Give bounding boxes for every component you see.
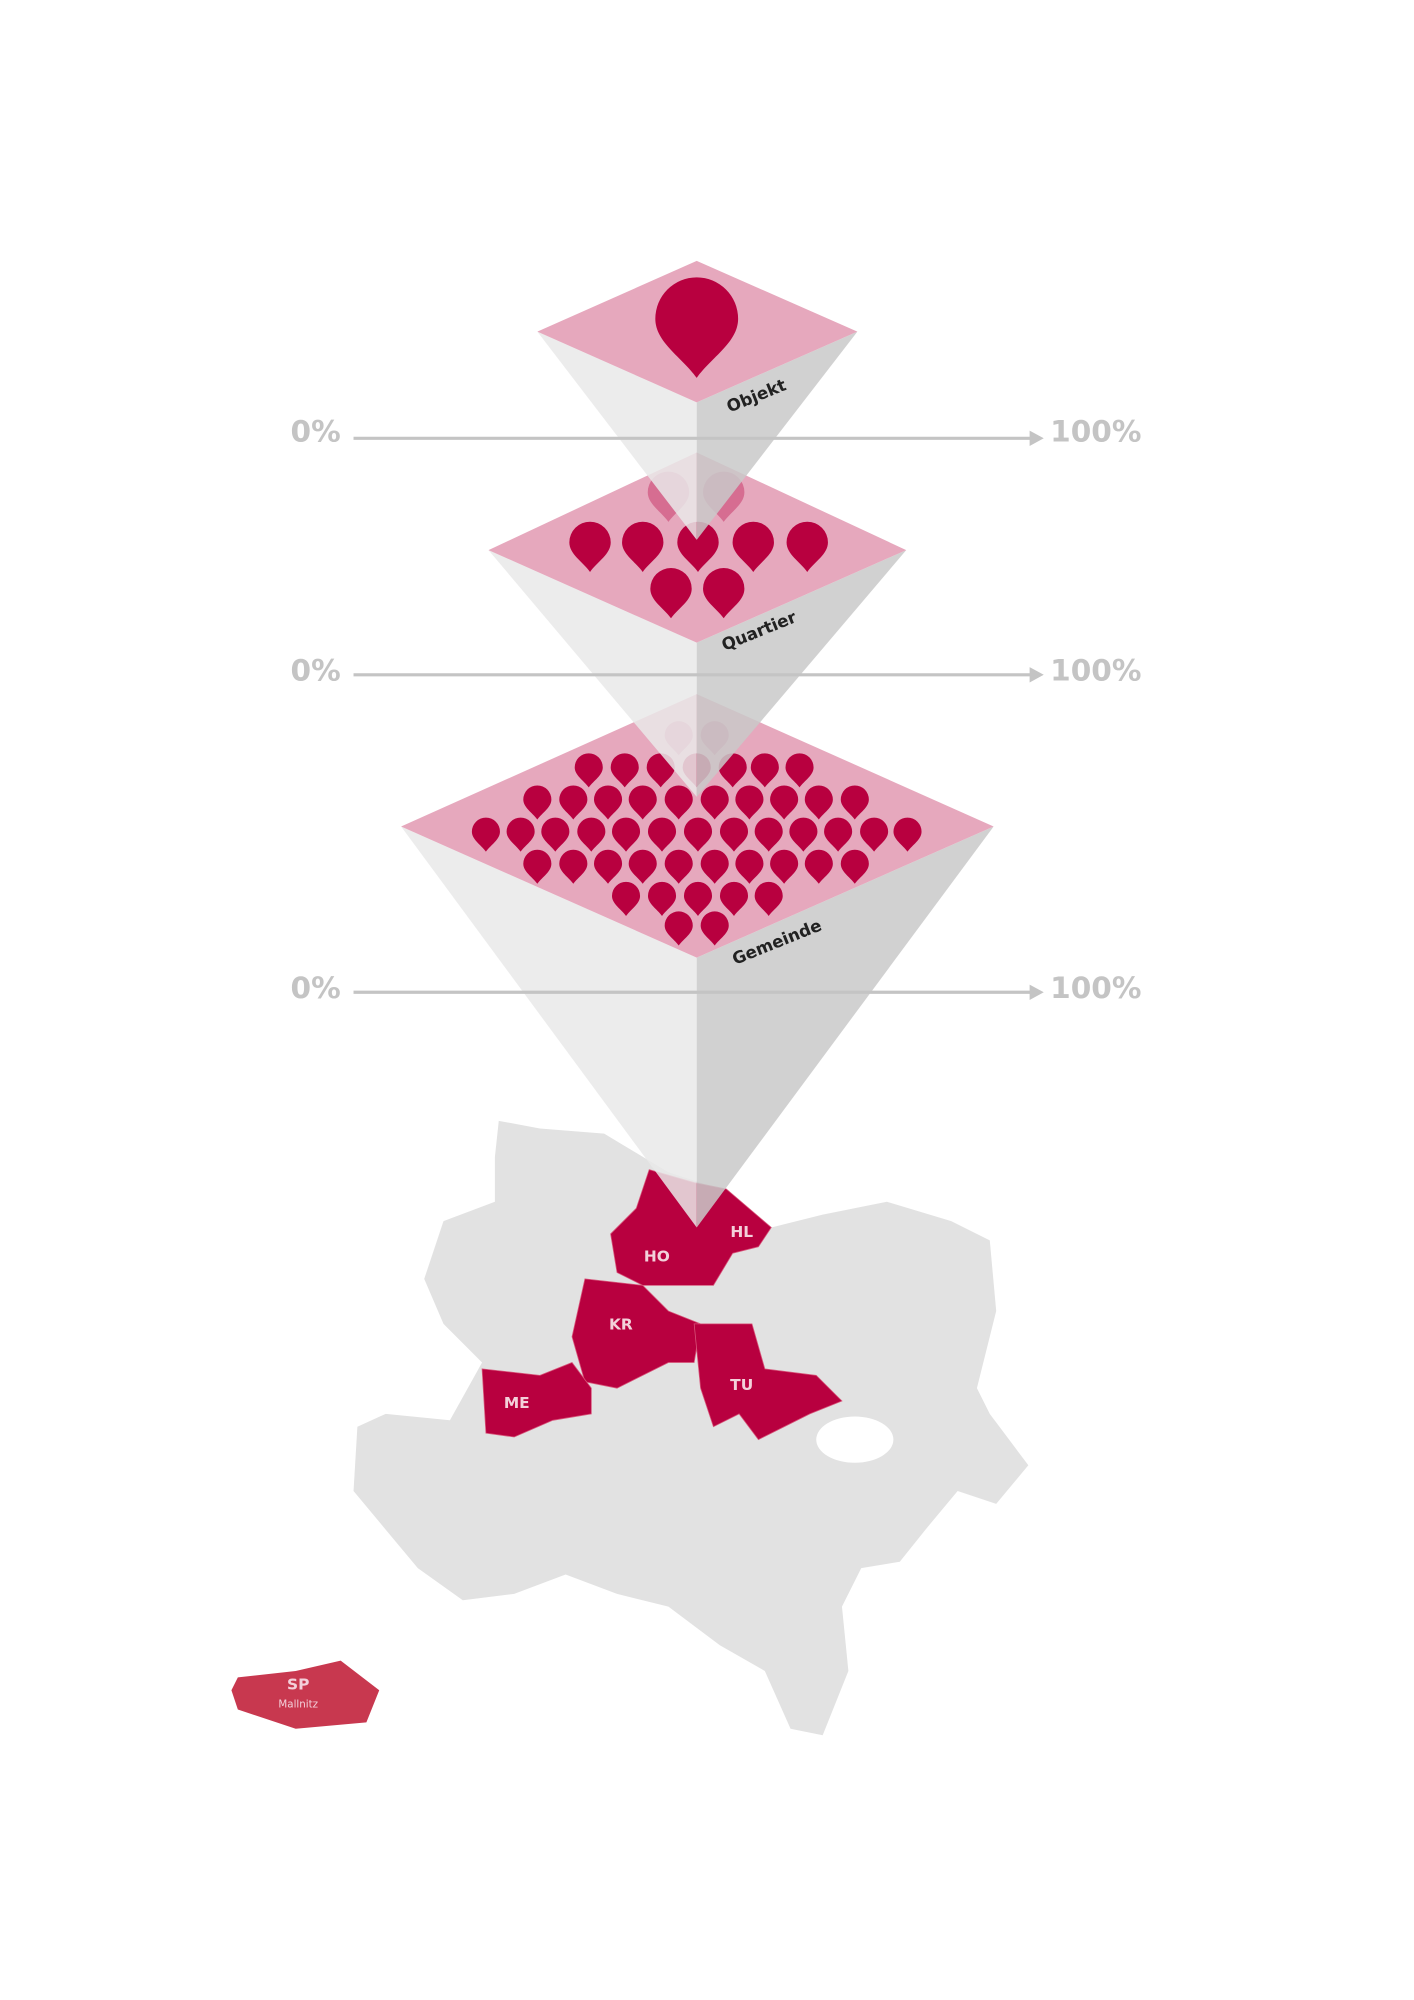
region-label: TU	[730, 1376, 753, 1394]
scale-end: 100%	[1050, 415, 1141, 449]
region-label: HO	[644, 1248, 670, 1266]
layer: Objekt	[537, 260, 858, 540]
scale-start: 0%	[291, 654, 341, 688]
region	[693, 1323, 843, 1441]
scale-end: 100%	[1050, 971, 1141, 1005]
pyramid-left	[401, 826, 697, 1228]
scales: 0% 100% 0% 100% 0% 100%	[291, 415, 1142, 1006]
region-label: HL	[730, 1223, 753, 1241]
exclave-label: SP	[287, 1676, 309, 1694]
scale: 0% 100%	[291, 654, 1142, 688]
scale: 0% 100%	[291, 415, 1142, 449]
map-hole	[816, 1416, 894, 1463]
arrowhead	[1029, 667, 1044, 683]
region	[481, 1362, 592, 1438]
arrowhead	[1029, 984, 1044, 1000]
exclave-sublabel: Mallnitz	[278, 1698, 318, 1710]
arrowhead	[1029, 430, 1044, 447]
exclave	[231, 1660, 380, 1729]
scale-start: 0%	[291, 971, 341, 1005]
pyramid-right	[696, 826, 994, 1228]
scale: 0% 100%	[291, 971, 1142, 1005]
region-label: KR	[609, 1316, 633, 1334]
layer: Gemeinde	[401, 694, 994, 1228]
map: HO HL KR TU ME SP Mallnitz	[231, 1120, 1029, 1736]
scale-end: 100%	[1050, 654, 1141, 688]
pyramid-left	[537, 331, 697, 540]
region-label: ME	[504, 1394, 530, 1412]
map-base	[353, 1120, 1029, 1736]
highlighted-regions	[481, 1169, 843, 1441]
region	[571, 1278, 702, 1389]
scale-start: 0%	[291, 415, 341, 449]
pyramid-right	[696, 331, 858, 540]
